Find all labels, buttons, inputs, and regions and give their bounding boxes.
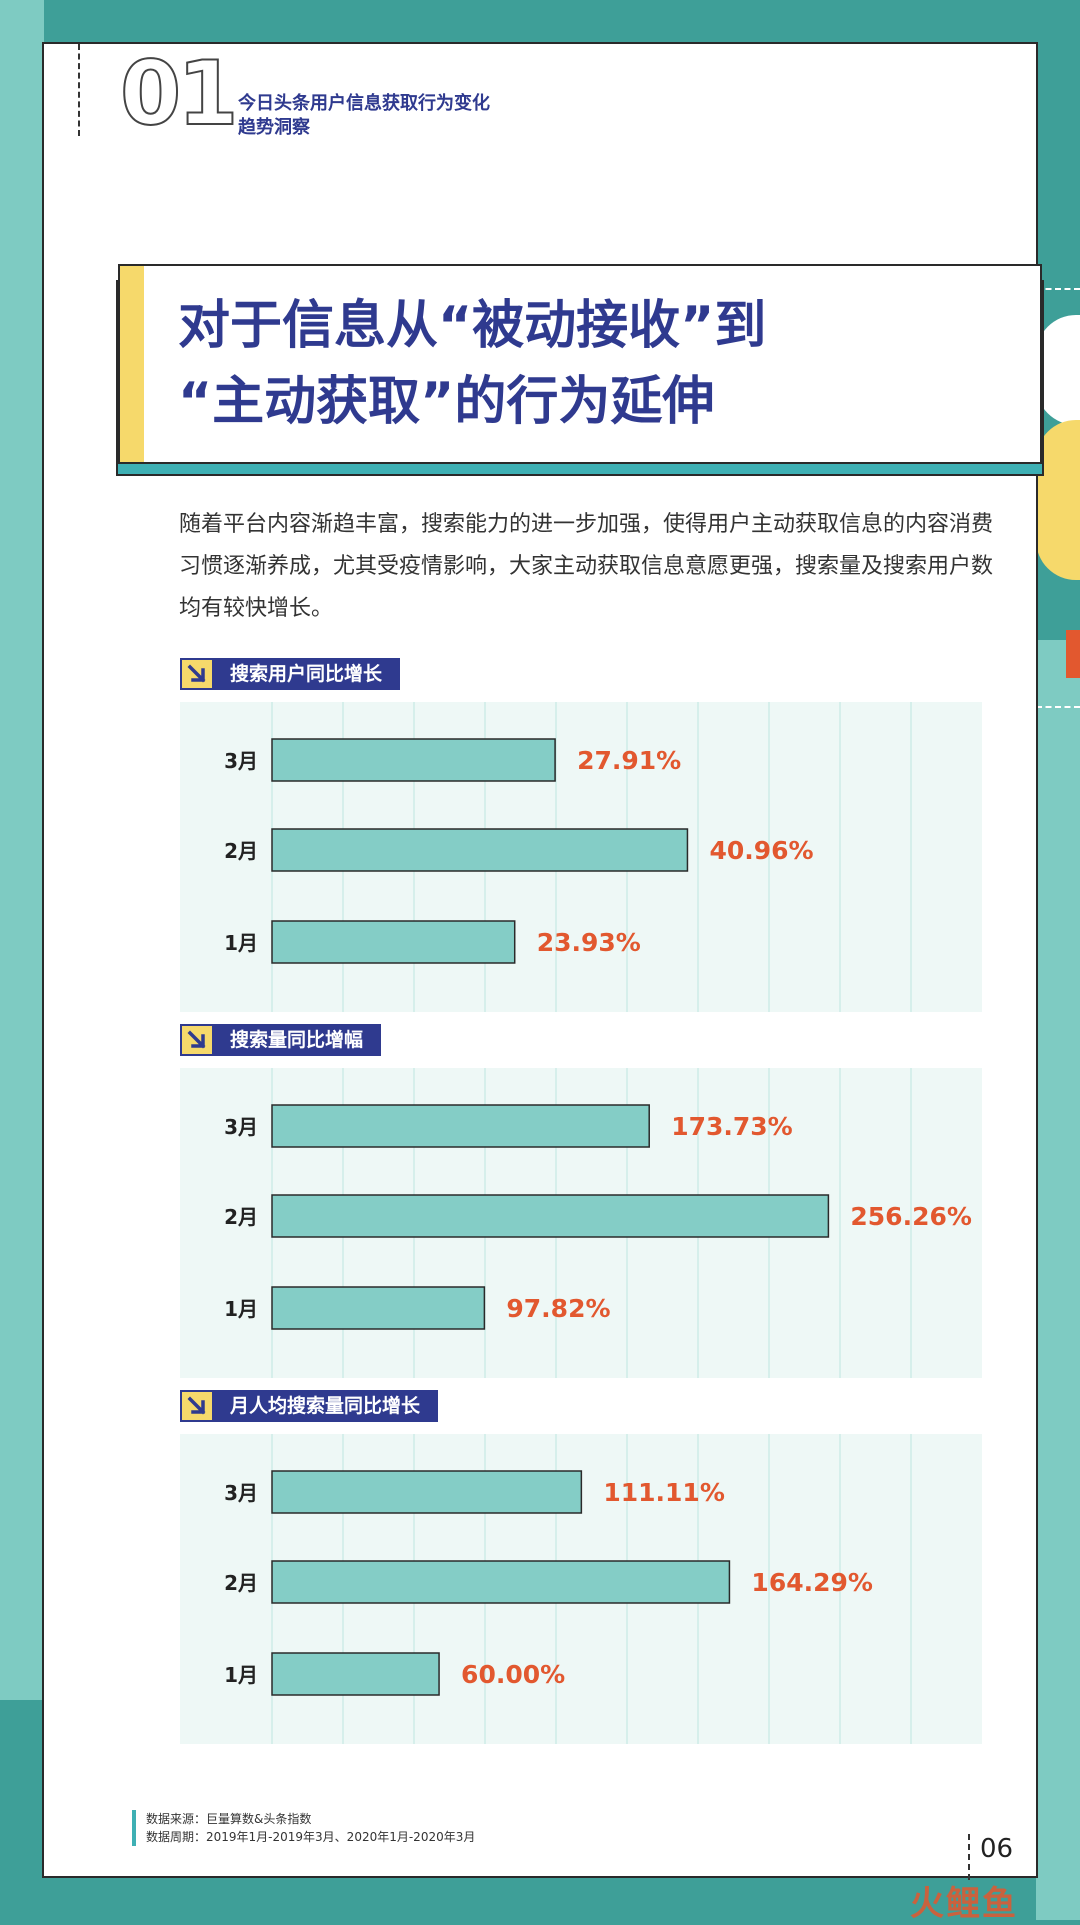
chart-1-title: 搜索用户同比增长 xyxy=(214,658,401,690)
bar xyxy=(271,1470,583,1514)
value-label: 40.96% xyxy=(709,836,813,865)
headline-title: 对于信息从“被动接收”到 “主动获取”的行为延伸 xyxy=(178,288,1018,440)
chart-3-tag: 月人均搜索量同比增长 xyxy=(180,1390,439,1422)
category-label: 3月 xyxy=(224,1115,258,1139)
data-source: 数据来源：巨量算数&头条指数 xyxy=(146,1812,312,1826)
data-period: 数据周期：2019年1月-2019年3月、2020年1月-2020年3月 xyxy=(146,1830,476,1844)
arrow-down-right-icon xyxy=(180,1390,214,1422)
headline-box: 对于信息从“被动接收”到 “主动获取”的行为延伸 xyxy=(118,264,1042,464)
headline-line-1: 对于信息从“被动接收”到 xyxy=(178,296,767,356)
bar xyxy=(271,1652,440,1696)
background-left-corner xyxy=(0,1700,44,1920)
value-label: 164.29% xyxy=(751,1568,873,1597)
arrow-down-right-icon xyxy=(180,658,214,690)
bar xyxy=(271,828,689,872)
arrow-down-right-icon xyxy=(180,1024,214,1056)
chart-2-title: 搜索量同比增幅 xyxy=(214,1024,382,1056)
headline-accent-bar xyxy=(120,266,144,462)
value-label: 60.00% xyxy=(461,1660,565,1689)
value-label: 27.91% xyxy=(577,746,681,775)
category-label: 3月 xyxy=(224,749,258,773)
category-label: 2月 xyxy=(224,839,258,863)
top-dashed-line xyxy=(78,44,80,136)
category-label: 2月 xyxy=(224,1205,258,1229)
bar xyxy=(271,920,516,964)
value-label: 256.26% xyxy=(850,1202,972,1231)
category-label: 2月 xyxy=(224,1571,258,1595)
chapter-number: 01 xyxy=(119,42,239,145)
category-label: 1月 xyxy=(224,1663,258,1687)
category-label: 3月 xyxy=(224,1481,258,1505)
report-page: 01 今日头条用户信息获取行为变化趋势洞察 对于信息从“被动接收”到 “主动获取… xyxy=(42,42,1044,1880)
page-number: 06 xyxy=(980,1834,1014,1864)
background-right-stripe xyxy=(1036,640,1080,1920)
value-label: 97.82% xyxy=(506,1294,610,1323)
chapter-title: 今日头条用户信息获取行为变化趋势洞察 xyxy=(238,93,490,138)
category-label: 1月 xyxy=(224,1297,258,1321)
chart-3-title: 月人均搜索量同比增长 xyxy=(214,1390,439,1422)
bar xyxy=(271,1560,731,1604)
bar xyxy=(271,1104,650,1148)
data-footnote: 数据来源：巨量算数&头条指数 数据周期：2019年1月-2019年3月、2020… xyxy=(132,1810,475,1846)
chart-search-per-user: 3月 111.11% 2月 164.29% 1月 60.00% xyxy=(180,1434,982,1744)
intro-paragraph: 随着平台内容渐趋丰富，搜索能力的进一步加强，使得用户主动获取信息的内容消费习惯逐… xyxy=(179,512,994,621)
watermark-logo: 火鲤鱼 xyxy=(910,1884,1018,1924)
value-label: 173.73% xyxy=(671,1112,793,1141)
decoration-dashed-line xyxy=(1036,706,1080,708)
decoration-red-shape xyxy=(1066,630,1080,678)
value-label: 23.93% xyxy=(537,928,641,957)
decoration-dashed-line xyxy=(1036,288,1080,290)
bar xyxy=(271,738,556,782)
chart-search-users: 3月 27.91% 2月 40.96% 1月 23.93% xyxy=(180,702,982,1012)
chart-search-volume: 3月 173.73% 2月 256.26% 1月 97.82% xyxy=(180,1068,982,1378)
page-number-dashed-line xyxy=(968,1834,970,1880)
chart-2-tag: 搜索量同比增幅 xyxy=(180,1024,382,1056)
background-left-stripe xyxy=(0,0,44,1920)
value-label: 111.11% xyxy=(603,1478,725,1507)
bar xyxy=(271,1194,830,1238)
headline-line-2: “主动获取”的行为延伸 xyxy=(178,372,715,432)
chart-1-tag: 搜索用户同比增长 xyxy=(180,658,401,690)
category-label: 1月 xyxy=(224,931,258,955)
bar xyxy=(271,1286,486,1330)
